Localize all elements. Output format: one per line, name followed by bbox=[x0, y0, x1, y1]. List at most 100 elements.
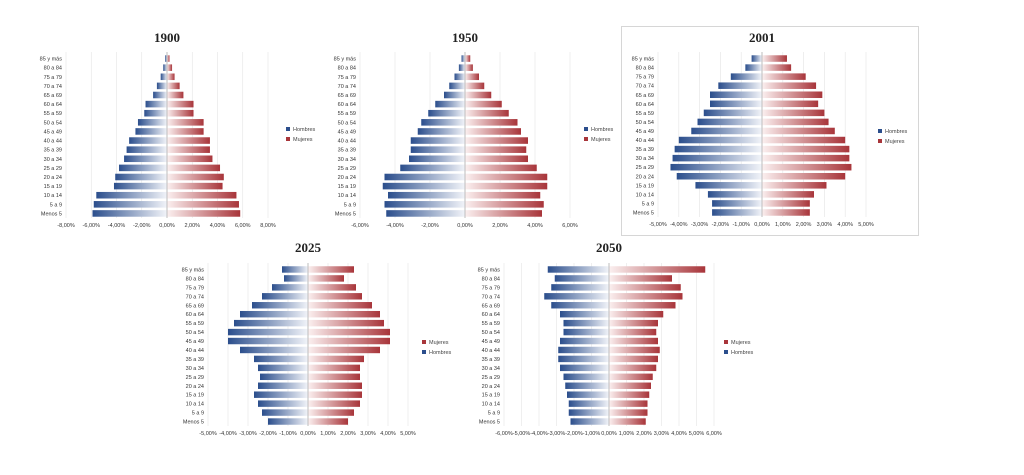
bar-hombres bbox=[262, 293, 308, 300]
legend-swatch-hombres bbox=[878, 129, 882, 133]
bar-hombres bbox=[240, 346, 308, 354]
bar-hombres bbox=[409, 155, 465, 163]
bar-mujeres bbox=[308, 275, 344, 282]
bar-mujeres bbox=[609, 275, 672, 282]
bar-mujeres bbox=[167, 55, 170, 62]
x-tick-label: 5,00% bbox=[689, 431, 705, 437]
bar-hombres bbox=[547, 266, 609, 273]
bar-hombres bbox=[461, 55, 465, 62]
bar-mujeres bbox=[762, 209, 810, 216]
category-label: 45 a 49 bbox=[636, 129, 654, 135]
bar-mujeres bbox=[609, 364, 657, 372]
bar-mujeres bbox=[465, 91, 492, 99]
category-label: 55 a 59 bbox=[44, 111, 62, 117]
bar-mujeres bbox=[308, 310, 380, 318]
bar-hombres bbox=[262, 409, 308, 416]
x-tick-label: -5,00% bbox=[649, 222, 667, 228]
category-label: 25 a 29 bbox=[338, 166, 356, 172]
bar-mujeres bbox=[167, 119, 204, 126]
category-label: 55 a 59 bbox=[482, 321, 500, 327]
category-label: 75 a 79 bbox=[636, 75, 654, 81]
bar-mujeres bbox=[609, 418, 646, 425]
bar-hombres bbox=[260, 373, 308, 381]
legend-label: Mujeres bbox=[731, 340, 751, 346]
bar-mujeres bbox=[609, 373, 653, 381]
bar-mujeres bbox=[609, 319, 658, 327]
category-label: 25 a 29 bbox=[44, 166, 62, 172]
bar-mujeres bbox=[609, 346, 660, 354]
category-label: 75 a 79 bbox=[186, 285, 204, 291]
bar-hombres bbox=[428, 109, 465, 117]
x-tick-label: -6,00% bbox=[83, 223, 101, 229]
bar-mujeres bbox=[308, 284, 356, 291]
bar-mujeres bbox=[465, 201, 544, 208]
bar-mujeres bbox=[167, 73, 175, 81]
bar-hombres bbox=[258, 382, 308, 389]
bar-hombres bbox=[563, 319, 609, 327]
category-label: 75 a 79 bbox=[44, 75, 62, 81]
bar-hombres bbox=[554, 275, 609, 282]
category-label: 85 y más bbox=[334, 57, 357, 63]
category-label: 85 y más bbox=[632, 57, 655, 63]
bar-mujeres bbox=[762, 127, 835, 135]
bar-hombres bbox=[252, 302, 308, 309]
bar-hombres bbox=[228, 328, 308, 336]
bar-mujeres bbox=[762, 136, 846, 144]
category-label: 60 a 64 bbox=[186, 312, 204, 318]
category-label: 45 a 49 bbox=[44, 129, 62, 135]
category-label: 15 a 19 bbox=[186, 393, 204, 399]
category-label: 85 y más bbox=[40, 57, 63, 63]
category-label: 55 a 59 bbox=[636, 111, 654, 117]
legend-label: Hombres bbox=[429, 350, 452, 356]
x-tick-label: 5,00% bbox=[400, 431, 416, 437]
category-label: 30 a 34 bbox=[338, 157, 356, 163]
legend-swatch-mujeres bbox=[286, 137, 290, 141]
bar-hombres bbox=[558, 355, 609, 363]
x-tick-label: -8,00% bbox=[57, 223, 75, 229]
bar-mujeres bbox=[167, 128, 204, 135]
bar-hombres bbox=[92, 210, 167, 217]
category-label: 20 a 24 bbox=[338, 175, 356, 181]
category-label: 10 a 14 bbox=[44, 193, 62, 199]
legend-swatch-hombres bbox=[286, 127, 290, 131]
legend-label: Hombres bbox=[293, 127, 316, 133]
bar-hombres bbox=[382, 182, 465, 190]
x-tick-label: 4,00% bbox=[210, 223, 226, 229]
bar-hombres bbox=[417, 128, 465, 135]
bar-mujeres bbox=[308, 373, 360, 381]
bar-mujeres bbox=[465, 182, 548, 190]
bar-mujeres bbox=[609, 302, 676, 309]
bar-hombres bbox=[458, 64, 465, 71]
legend-swatch-mujeres bbox=[724, 340, 728, 344]
bar-hombres bbox=[234, 319, 308, 327]
bar-mujeres bbox=[465, 109, 509, 117]
x-tick-label: 2,00% bbox=[636, 431, 652, 437]
category-label: 80 a 84 bbox=[338, 66, 356, 72]
bar-hombres bbox=[96, 191, 167, 199]
category-label: 35 a 39 bbox=[482, 357, 500, 363]
bar-hombres bbox=[228, 337, 308, 345]
x-tick-label: 2,00% bbox=[492, 223, 508, 229]
bar-hombres bbox=[388, 191, 465, 199]
legend-swatch-mujeres bbox=[422, 340, 426, 344]
legend-swatch-mujeres bbox=[584, 137, 588, 141]
x-tick-label: -3,00% bbox=[548, 431, 566, 437]
bar-mujeres bbox=[167, 182, 223, 190]
x-tick-label: -2,00% bbox=[421, 223, 439, 229]
category-label: 20 a 24 bbox=[482, 384, 500, 390]
bar-mujeres bbox=[167, 82, 180, 90]
category-label: 65 a 69 bbox=[636, 93, 654, 99]
bar-hombres bbox=[384, 201, 465, 208]
x-tick-label: 0,00% bbox=[300, 431, 316, 437]
legend-swatch-hombres bbox=[422, 350, 426, 354]
bar-hombres bbox=[563, 328, 609, 336]
pyramid-panel-1950: 1950 -6,00% -4,00% -2,00% 0,00% 2,00% 4,00% 6,0… bbox=[322, 28, 620, 236]
bar-mujeres bbox=[308, 302, 372, 309]
bar-hombres bbox=[567, 391, 609, 398]
category-label: 65 a 69 bbox=[186, 303, 204, 309]
bar-hombres bbox=[272, 284, 308, 291]
bar-mujeres bbox=[762, 154, 850, 162]
bar-hombres bbox=[258, 364, 308, 372]
category-label: Menos 5 bbox=[183, 420, 204, 426]
bar-mujeres bbox=[762, 191, 814, 198]
